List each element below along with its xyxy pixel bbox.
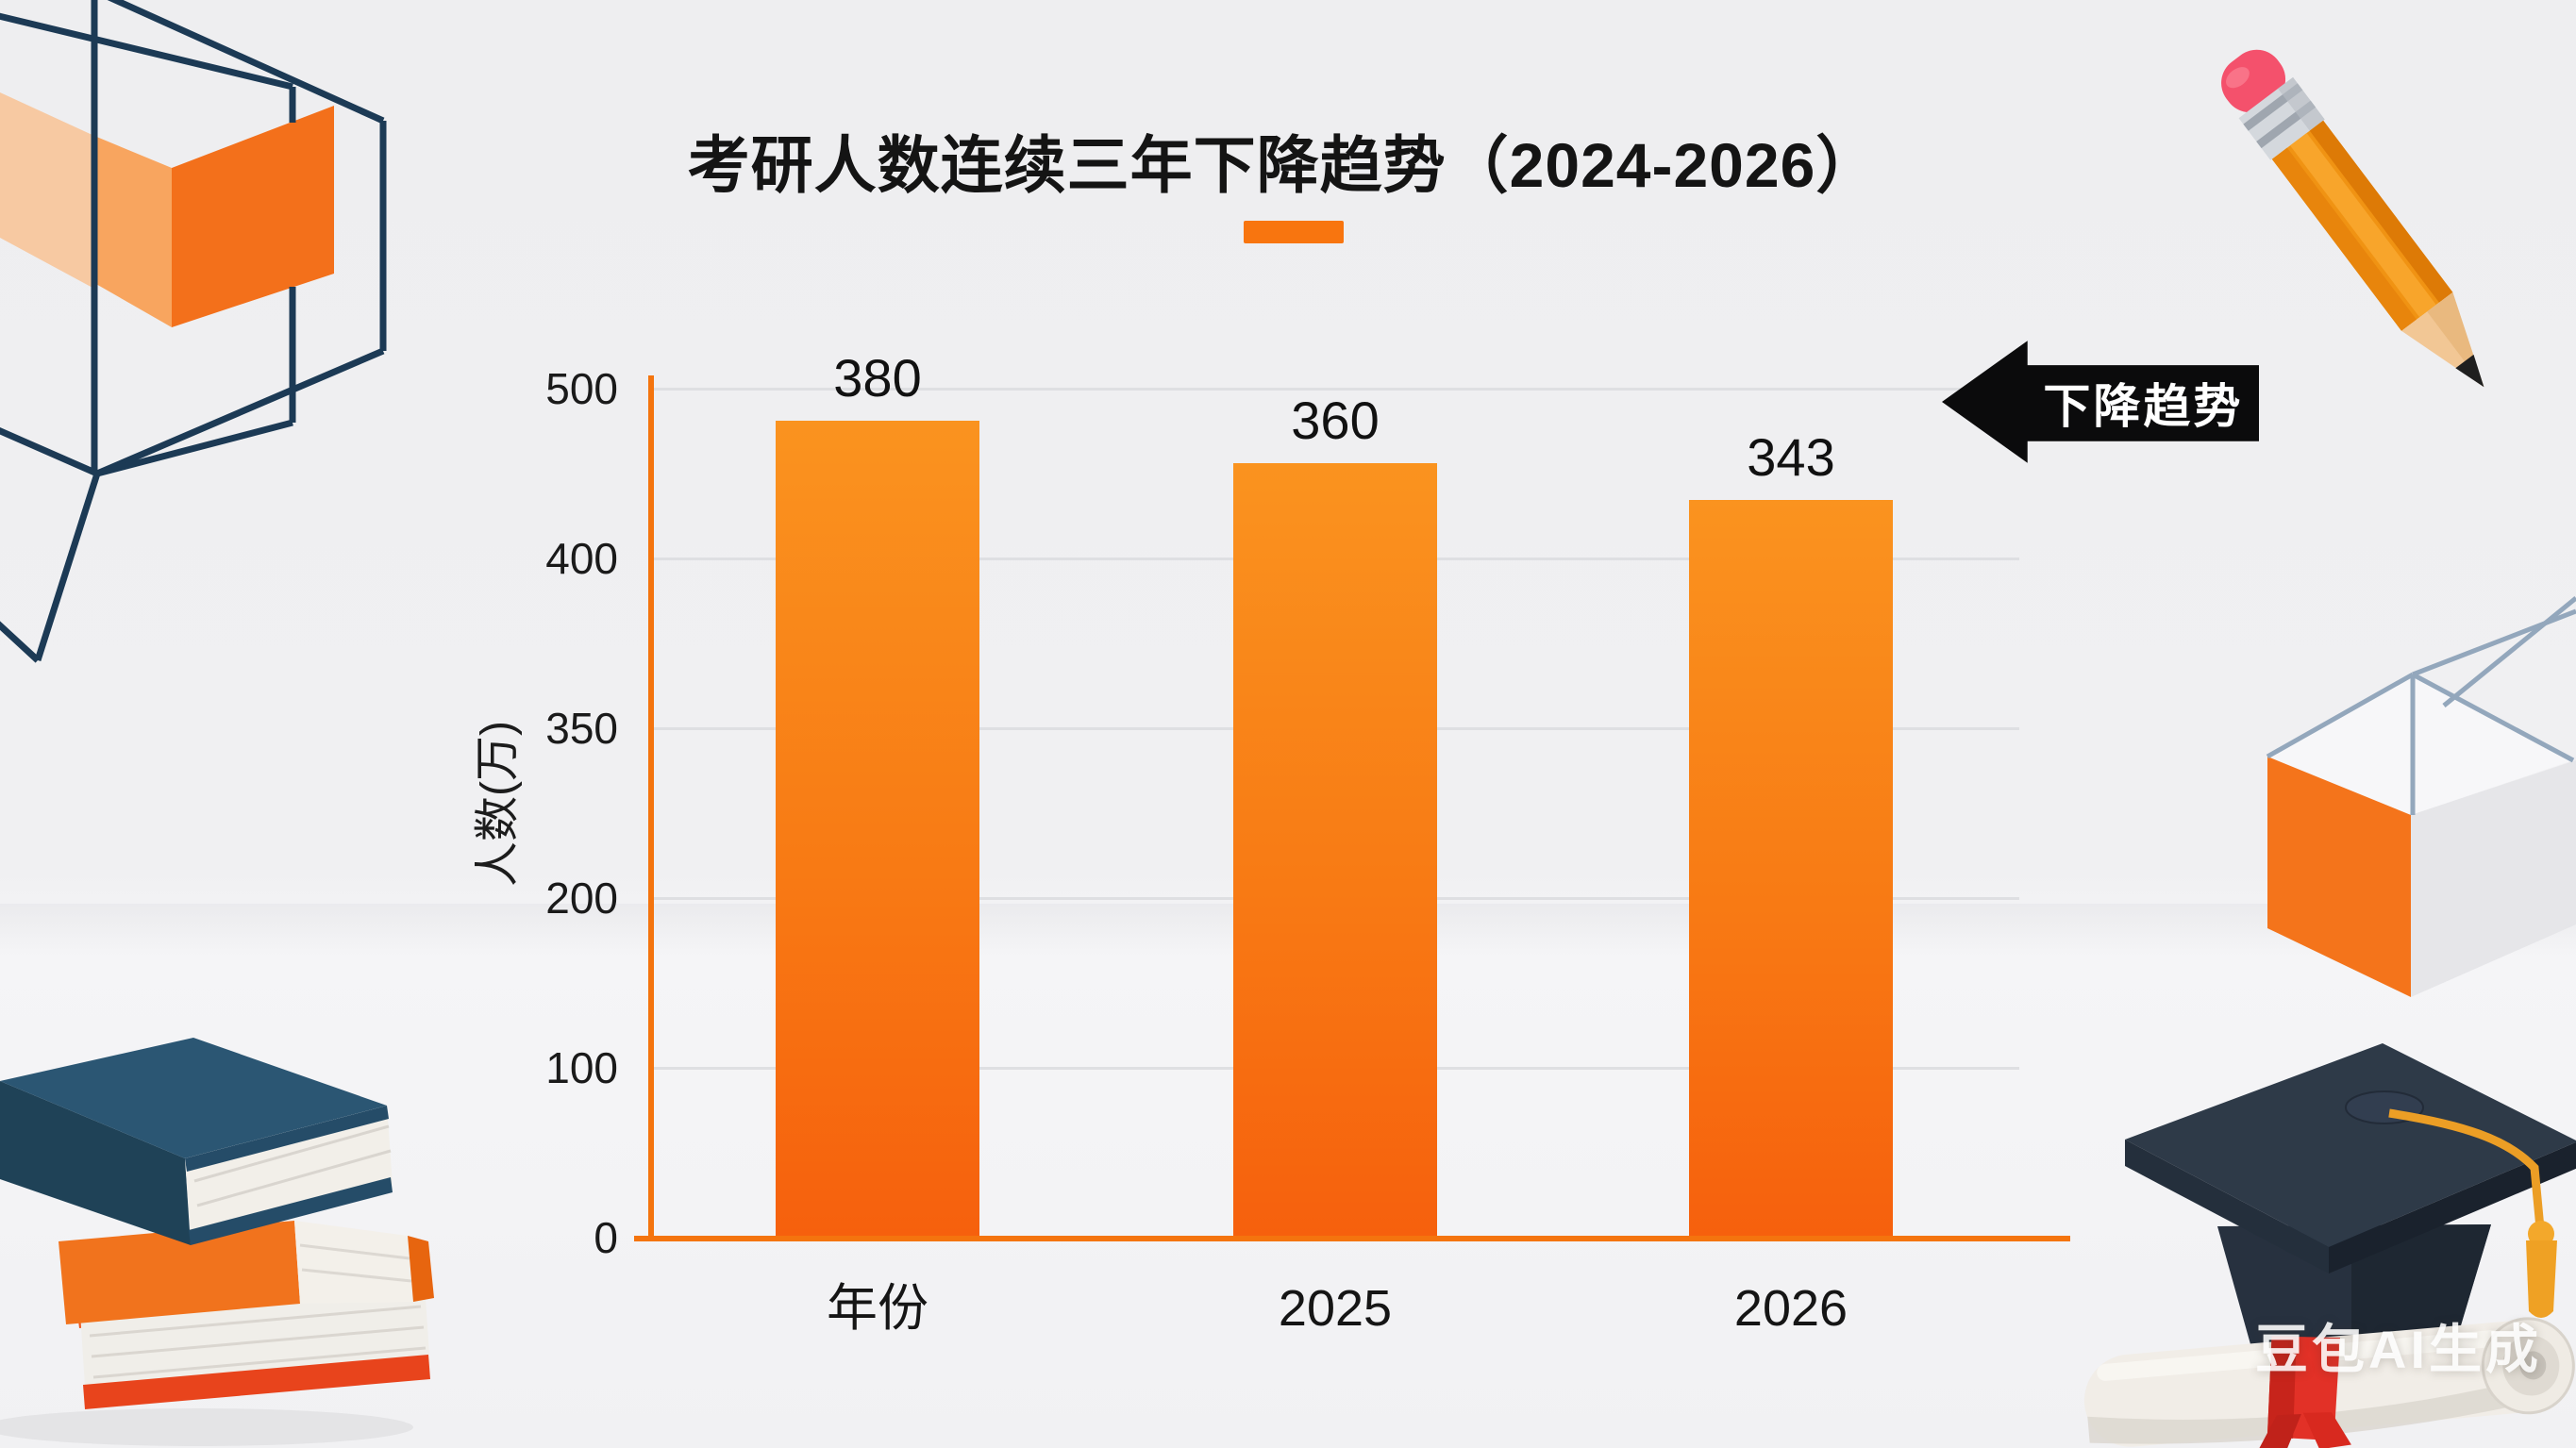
graduation-cap-diploma-icon <box>2083 1043 2576 1448</box>
y-tick-label: 350 <box>545 704 618 753</box>
bar-value-label: 343 <box>1747 427 1835 487</box>
bar-年份 <box>776 421 979 1238</box>
bar-value-label: 380 <box>833 348 922 408</box>
x-axis-category-label: 2025 <box>1278 1280 1393 1337</box>
y-tick-label: 100 <box>545 1043 618 1092</box>
chart-title: 考研人数连续三年下降趋势（2024-2026） <box>687 130 1880 201</box>
title-accent-dash <box>1244 221 1344 243</box>
bar-value-label: 360 <box>1291 391 1380 450</box>
book-stack-icon <box>0 1038 434 1446</box>
pencil-icon <box>2221 49 2484 388</box>
x-axis-category-label: 2026 <box>1733 1280 1848 1337</box>
open-box-icon <box>2266 596 2576 997</box>
decline-trend-arrow-label: 下降趋势 <box>2043 380 2244 434</box>
y-tick-label: 200 <box>545 874 618 923</box>
bar-2025 <box>1233 463 1437 1238</box>
gridline <box>651 388 2019 391</box>
y-tick-label: 0 <box>594 1213 618 1262</box>
y-axis-line <box>648 375 654 1241</box>
x-axis-line <box>634 1236 2070 1241</box>
x-axis-category-label: 年份 <box>827 1280 928 1337</box>
y-tick-label: 500 <box>545 364 618 413</box>
y-tick-label: 400 <box>545 534 618 583</box>
wireframe-cube-orange-box-icon <box>0 0 387 663</box>
bar-2026 <box>1689 500 1893 1238</box>
ai-watermark: 豆包AI生成 <box>2255 1320 2542 1379</box>
